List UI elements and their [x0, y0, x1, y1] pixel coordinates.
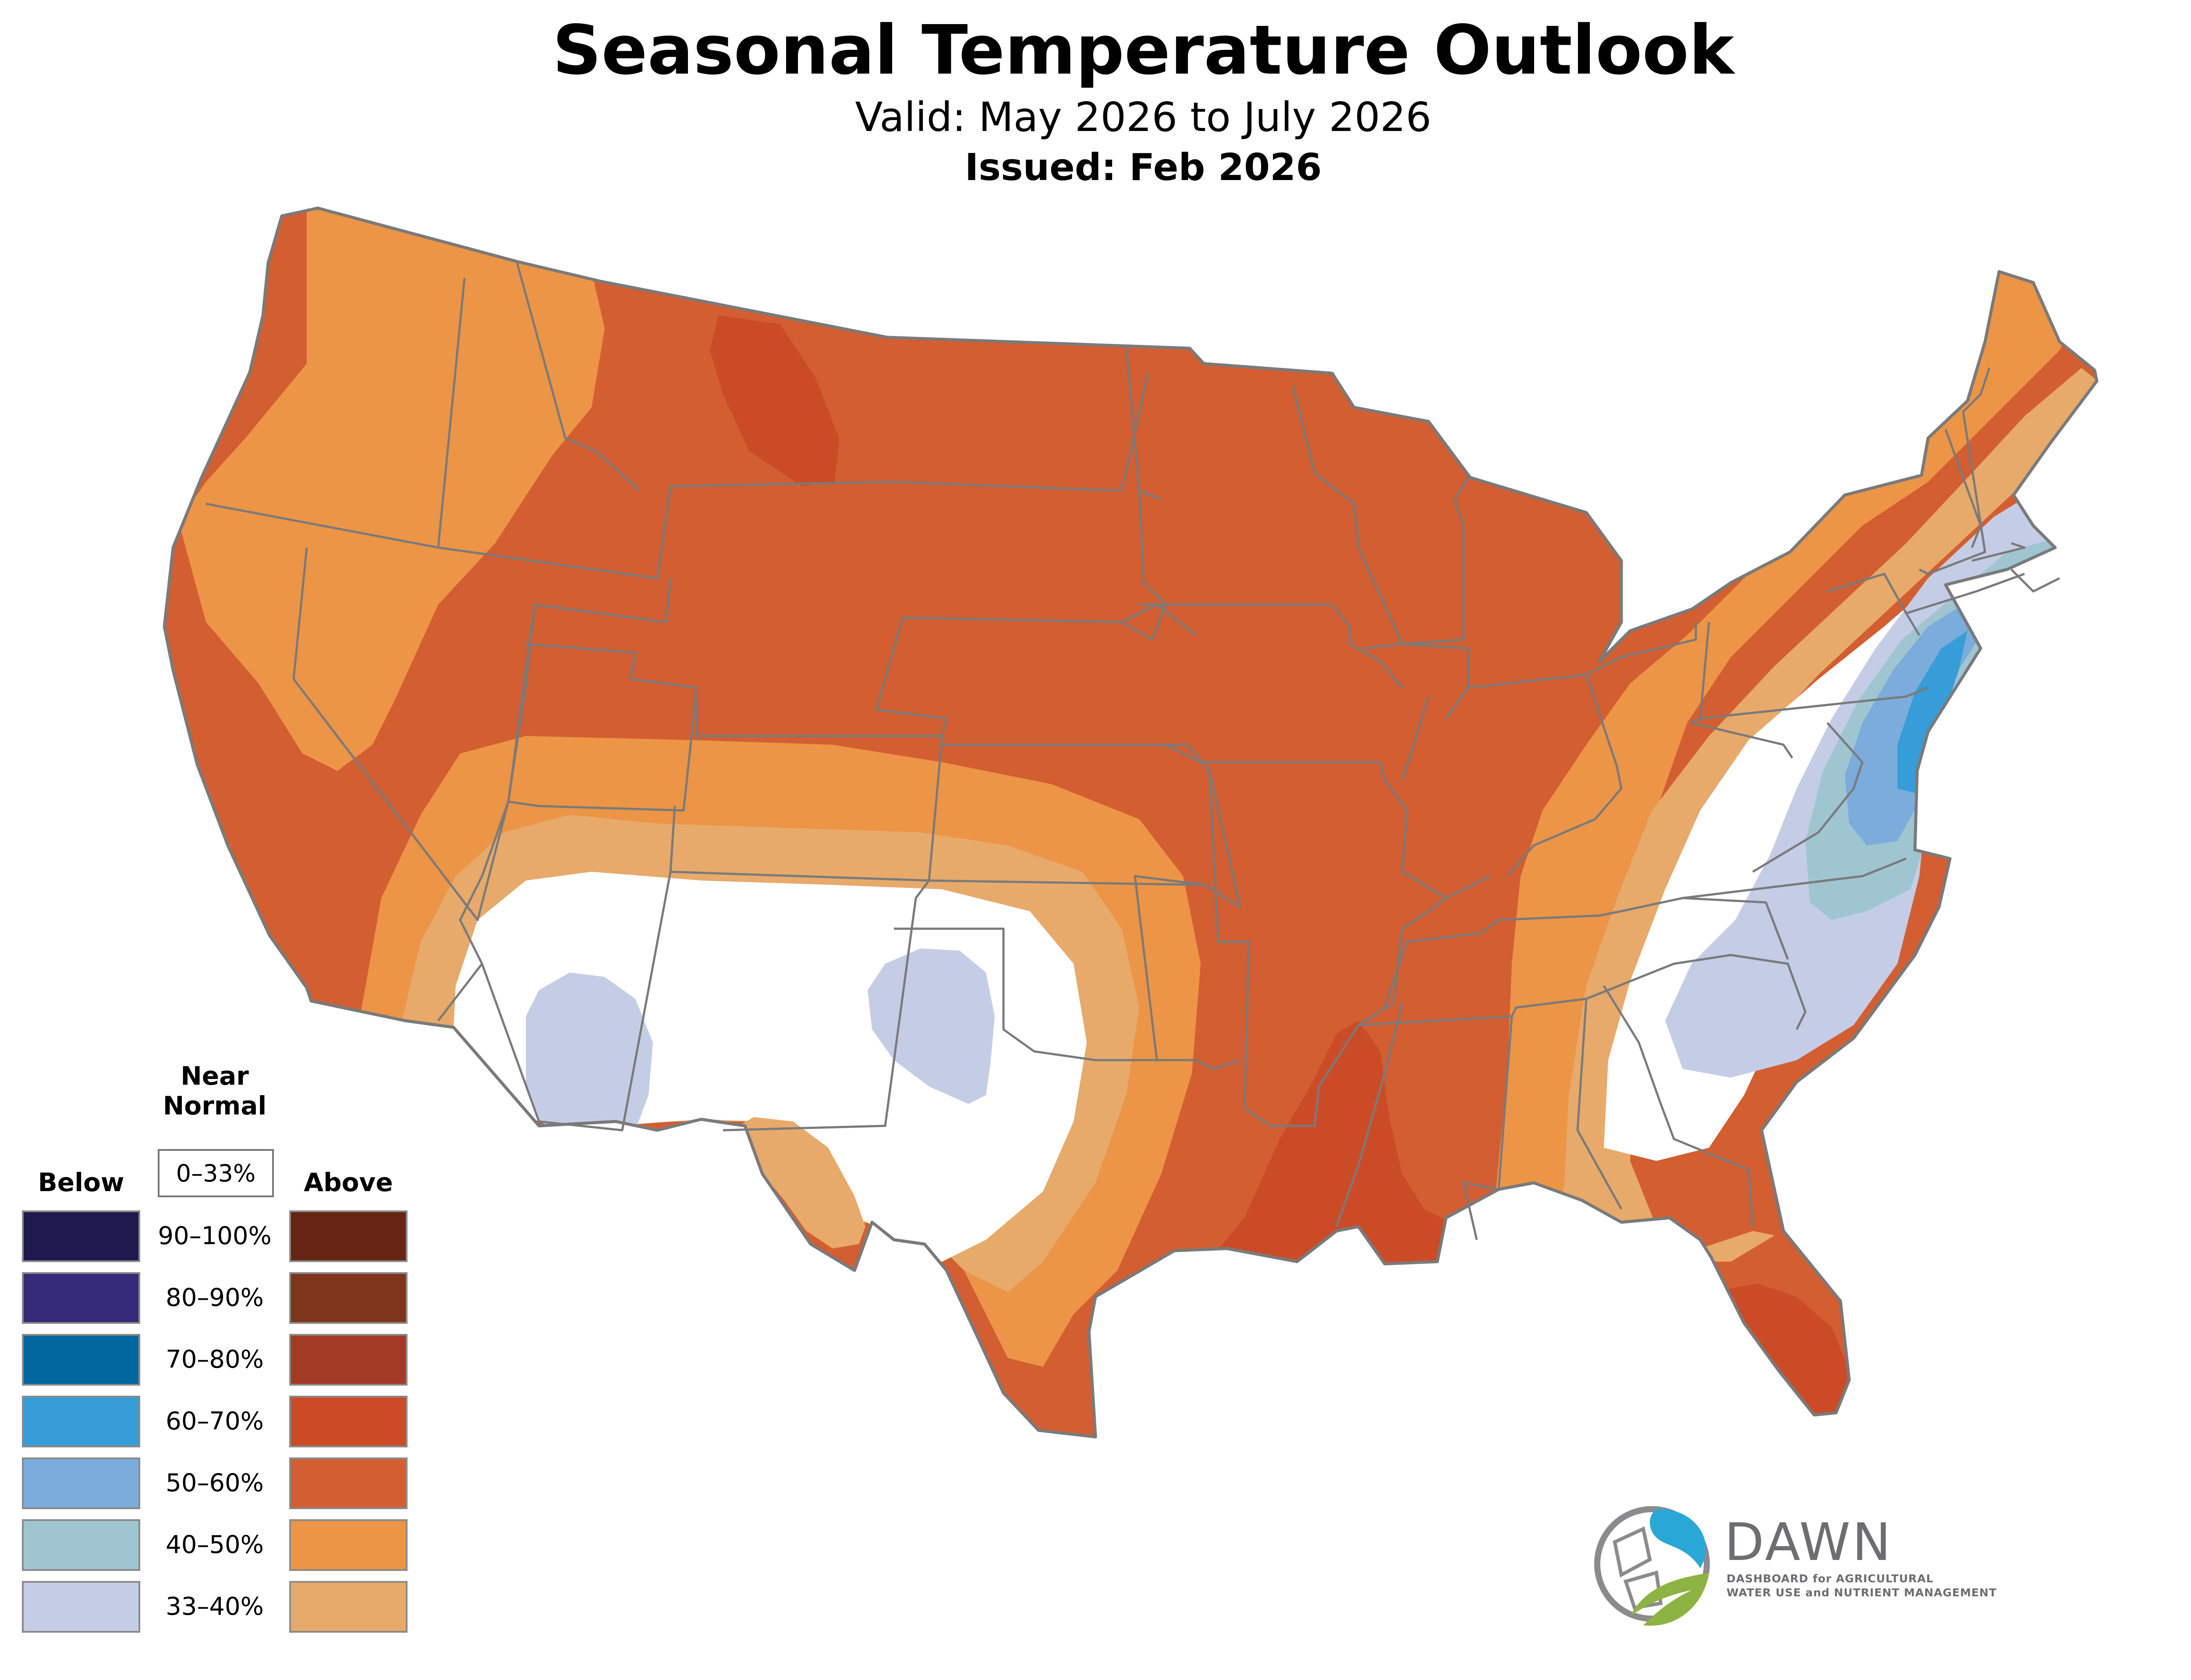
- logo-water-drop: [1650, 1509, 1706, 1568]
- legend-near-normal-box: 0–33%: [158, 1149, 274, 1197]
- legend-range-label: 70–80%: [166, 1345, 264, 1374]
- legend-above-swatch: [289, 1396, 408, 1447]
- legend-below-swatch: [22, 1457, 140, 1509]
- legend-range-label: 40–50%: [166, 1531, 264, 1559]
- logo-tagline-1: DASHBOARD for AGRICULTURAL: [1727, 1572, 1934, 1585]
- legend-near-line2: Normal: [163, 1091, 267, 1121]
- issued-date: Issued: Feb 2026: [964, 146, 1322, 189]
- legend-range-label: 33–40%: [166, 1592, 264, 1621]
- legend-above-swatch: [289, 1334, 408, 1386]
- legend-near-normal-label: Near Normal: [149, 1061, 280, 1121]
- new-mexico-below-33-40-region: [526, 973, 653, 1139]
- logo-map-grid: [1613, 1526, 1663, 1610]
- legend-above-swatch: [289, 1457, 408, 1509]
- legend-near-line1: Near: [181, 1061, 249, 1091]
- map-title: Seasonal Temperature Outlook: [552, 11, 1734, 90]
- legend-below-swatch: [22, 1272, 140, 1324]
- legend-below-label: Below: [38, 1167, 124, 1197]
- legend-above-label: Above: [304, 1167, 393, 1197]
- dawn-logo: [1594, 1506, 1710, 1626]
- new-jersey-below-60-70-region: [1897, 631, 1968, 793]
- legend-range-label: 80–90%: [166, 1284, 264, 1312]
- legend-range-label: 50–60%: [166, 1469, 264, 1497]
- legend-range-label: 60–70%: [166, 1407, 264, 1436]
- legend-below-swatch: [22, 1210, 140, 1262]
- logo-wordmark: DAWN: [1724, 1512, 1893, 1572]
- legend-below-swatch: [22, 1396, 140, 1447]
- legend-near-range: 0–33%: [176, 1159, 256, 1187]
- logo-tagline-2: WATER USE and NUTRIENT MANAGEMENT: [1727, 1586, 1997, 1599]
- panhandle-below-33-40-region: [868, 948, 995, 1104]
- legend-above-swatch: [289, 1210, 408, 1262]
- valid-period: Valid: May 2026 to July 2026: [855, 94, 1432, 141]
- logo-leaf: [1630, 1573, 1709, 1626]
- montana-above-60-70-region: [710, 315, 839, 486]
- legend-below-swatch: [22, 1519, 140, 1571]
- texas-above-33-40-blob: [723, 1117, 865, 1249]
- legend-below-swatch: [22, 1334, 140, 1386]
- legend-above-swatch: [289, 1581, 408, 1633]
- legend-below-swatch: [22, 1581, 140, 1633]
- legend-above-swatch: [289, 1519, 408, 1571]
- legend-above-swatch: [289, 1272, 408, 1324]
- east-above-40-50-band: [1481, 263, 2081, 1437]
- legend-range-label: 90–100%: [158, 1222, 272, 1250]
- outlook-shading: [164, 208, 2097, 1437]
- state-borders: [206, 262, 2060, 1240]
